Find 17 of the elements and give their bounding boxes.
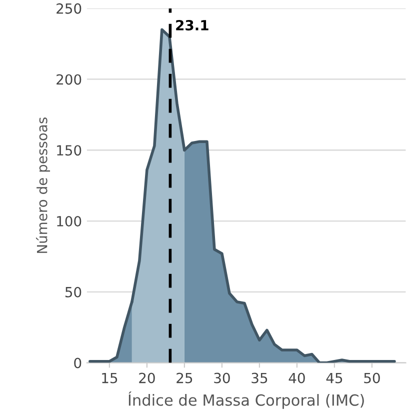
x-tick-label: 45 bbox=[326, 372, 342, 384]
y-axis-title: Número de pessoas bbox=[36, 118, 50, 253]
x-tick-label: 30 bbox=[214, 372, 230, 384]
ref-line-label: 23.1 bbox=[176, 20, 208, 30]
x-axis-title: Índice de Massa Corporal (IMC) bbox=[128, 392, 364, 409]
x-tick-label: 35 bbox=[252, 372, 268, 384]
y-tick-label: 200 bbox=[56, 74, 82, 85]
x-tick-label: 40 bbox=[288, 372, 305, 384]
x-tick-label: 15 bbox=[102, 372, 118, 384]
x-tick-label: 20 bbox=[139, 372, 155, 384]
y-tick-label: 100 bbox=[57, 216, 82, 226]
x-tick-label: 25 bbox=[176, 372, 192, 384]
y-tick-label: 0 bbox=[74, 358, 82, 368]
y-tick-label: 150 bbox=[57, 145, 82, 156]
x-tick-label: 50 bbox=[364, 372, 380, 384]
y-tick-label: 50 bbox=[65, 286, 82, 298]
y-tick-label: 250 bbox=[56, 3, 82, 14]
